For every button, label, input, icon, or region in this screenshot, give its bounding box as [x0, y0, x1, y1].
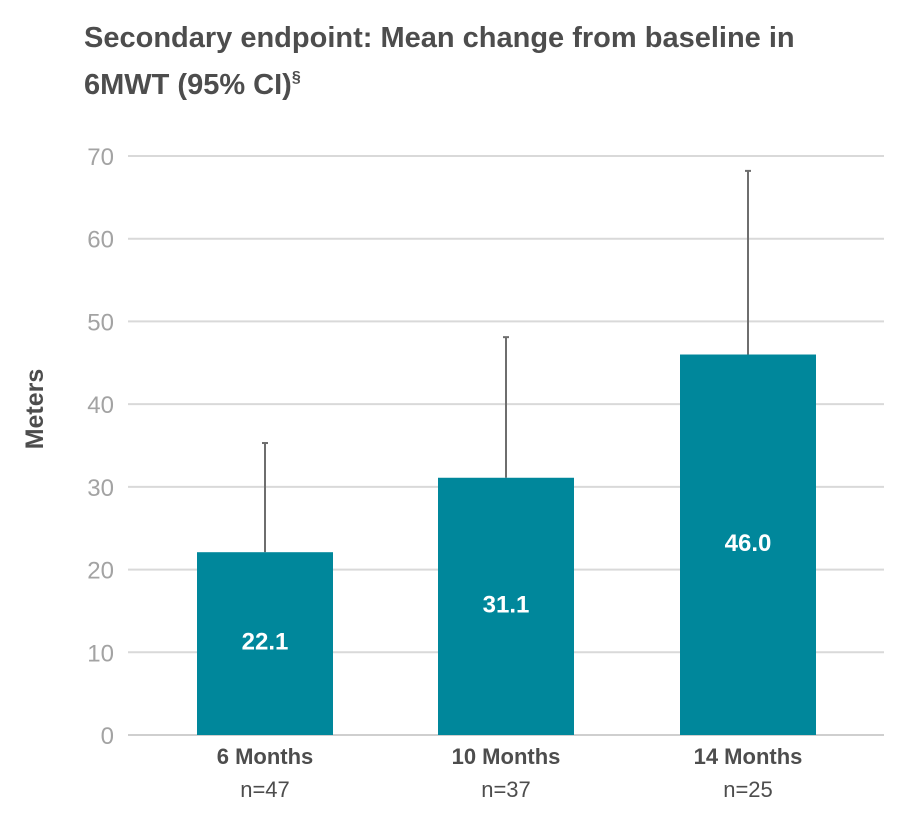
sample-size-label-2: n=37: [481, 777, 531, 802]
y-tick-label-40: 40: [87, 392, 114, 419]
bar-1: [197, 552, 333, 735]
category-label-1: 6 Months: [217, 744, 314, 769]
chart-title-line-1: Secondary endpoint: Mean change from bas…: [84, 22, 795, 54]
y-tick-label-10: 10: [87, 640, 114, 667]
data-label-3: 46.0: [725, 530, 772, 557]
y-tick-label-70: 70: [87, 144, 114, 171]
sample-size-label-3: n=25: [723, 777, 773, 802]
y-tick-label-50: 50: [87, 309, 114, 336]
category-label-2: 10 Months: [452, 744, 561, 769]
sample-size-label-1: n=47: [240, 777, 290, 802]
error-bars: [262, 169, 751, 553]
y-tick-label-0: 0: [101, 723, 114, 750]
category-label-3: 14 Months: [694, 744, 803, 769]
x-axis-categories: 6 Months n=47 10 Months n=37 14 Months n=25: [217, 744, 803, 802]
y-tick-label-60: 60: [87, 227, 114, 254]
bars: [197, 354, 816, 735]
data-labels: 22.1 31.1 46.0: [242, 530, 772, 656]
chart-title-superscript: §: [291, 69, 301, 86]
chart-title-line-2-text: 6MWT (95% CI): [84, 69, 292, 101]
y-axis-label: Meters: [21, 369, 49, 450]
data-label-1: 22.1: [242, 629, 289, 656]
chart-title: Secondary endpoint: Mean change from bas…: [84, 18, 864, 105]
bar-2: [438, 477, 574, 735]
y-tick-label-30: 30: [87, 475, 114, 502]
chart-title-line-2: 6MWT (95% CI)§: [84, 58, 864, 105]
y-tick-label-20: 20: [87, 558, 114, 585]
y-axis-ticks: 0 10 20 30 40 50 60 70: [87, 144, 114, 750]
bar-3: [680, 354, 816, 735]
data-label-2: 31.1: [483, 591, 530, 618]
